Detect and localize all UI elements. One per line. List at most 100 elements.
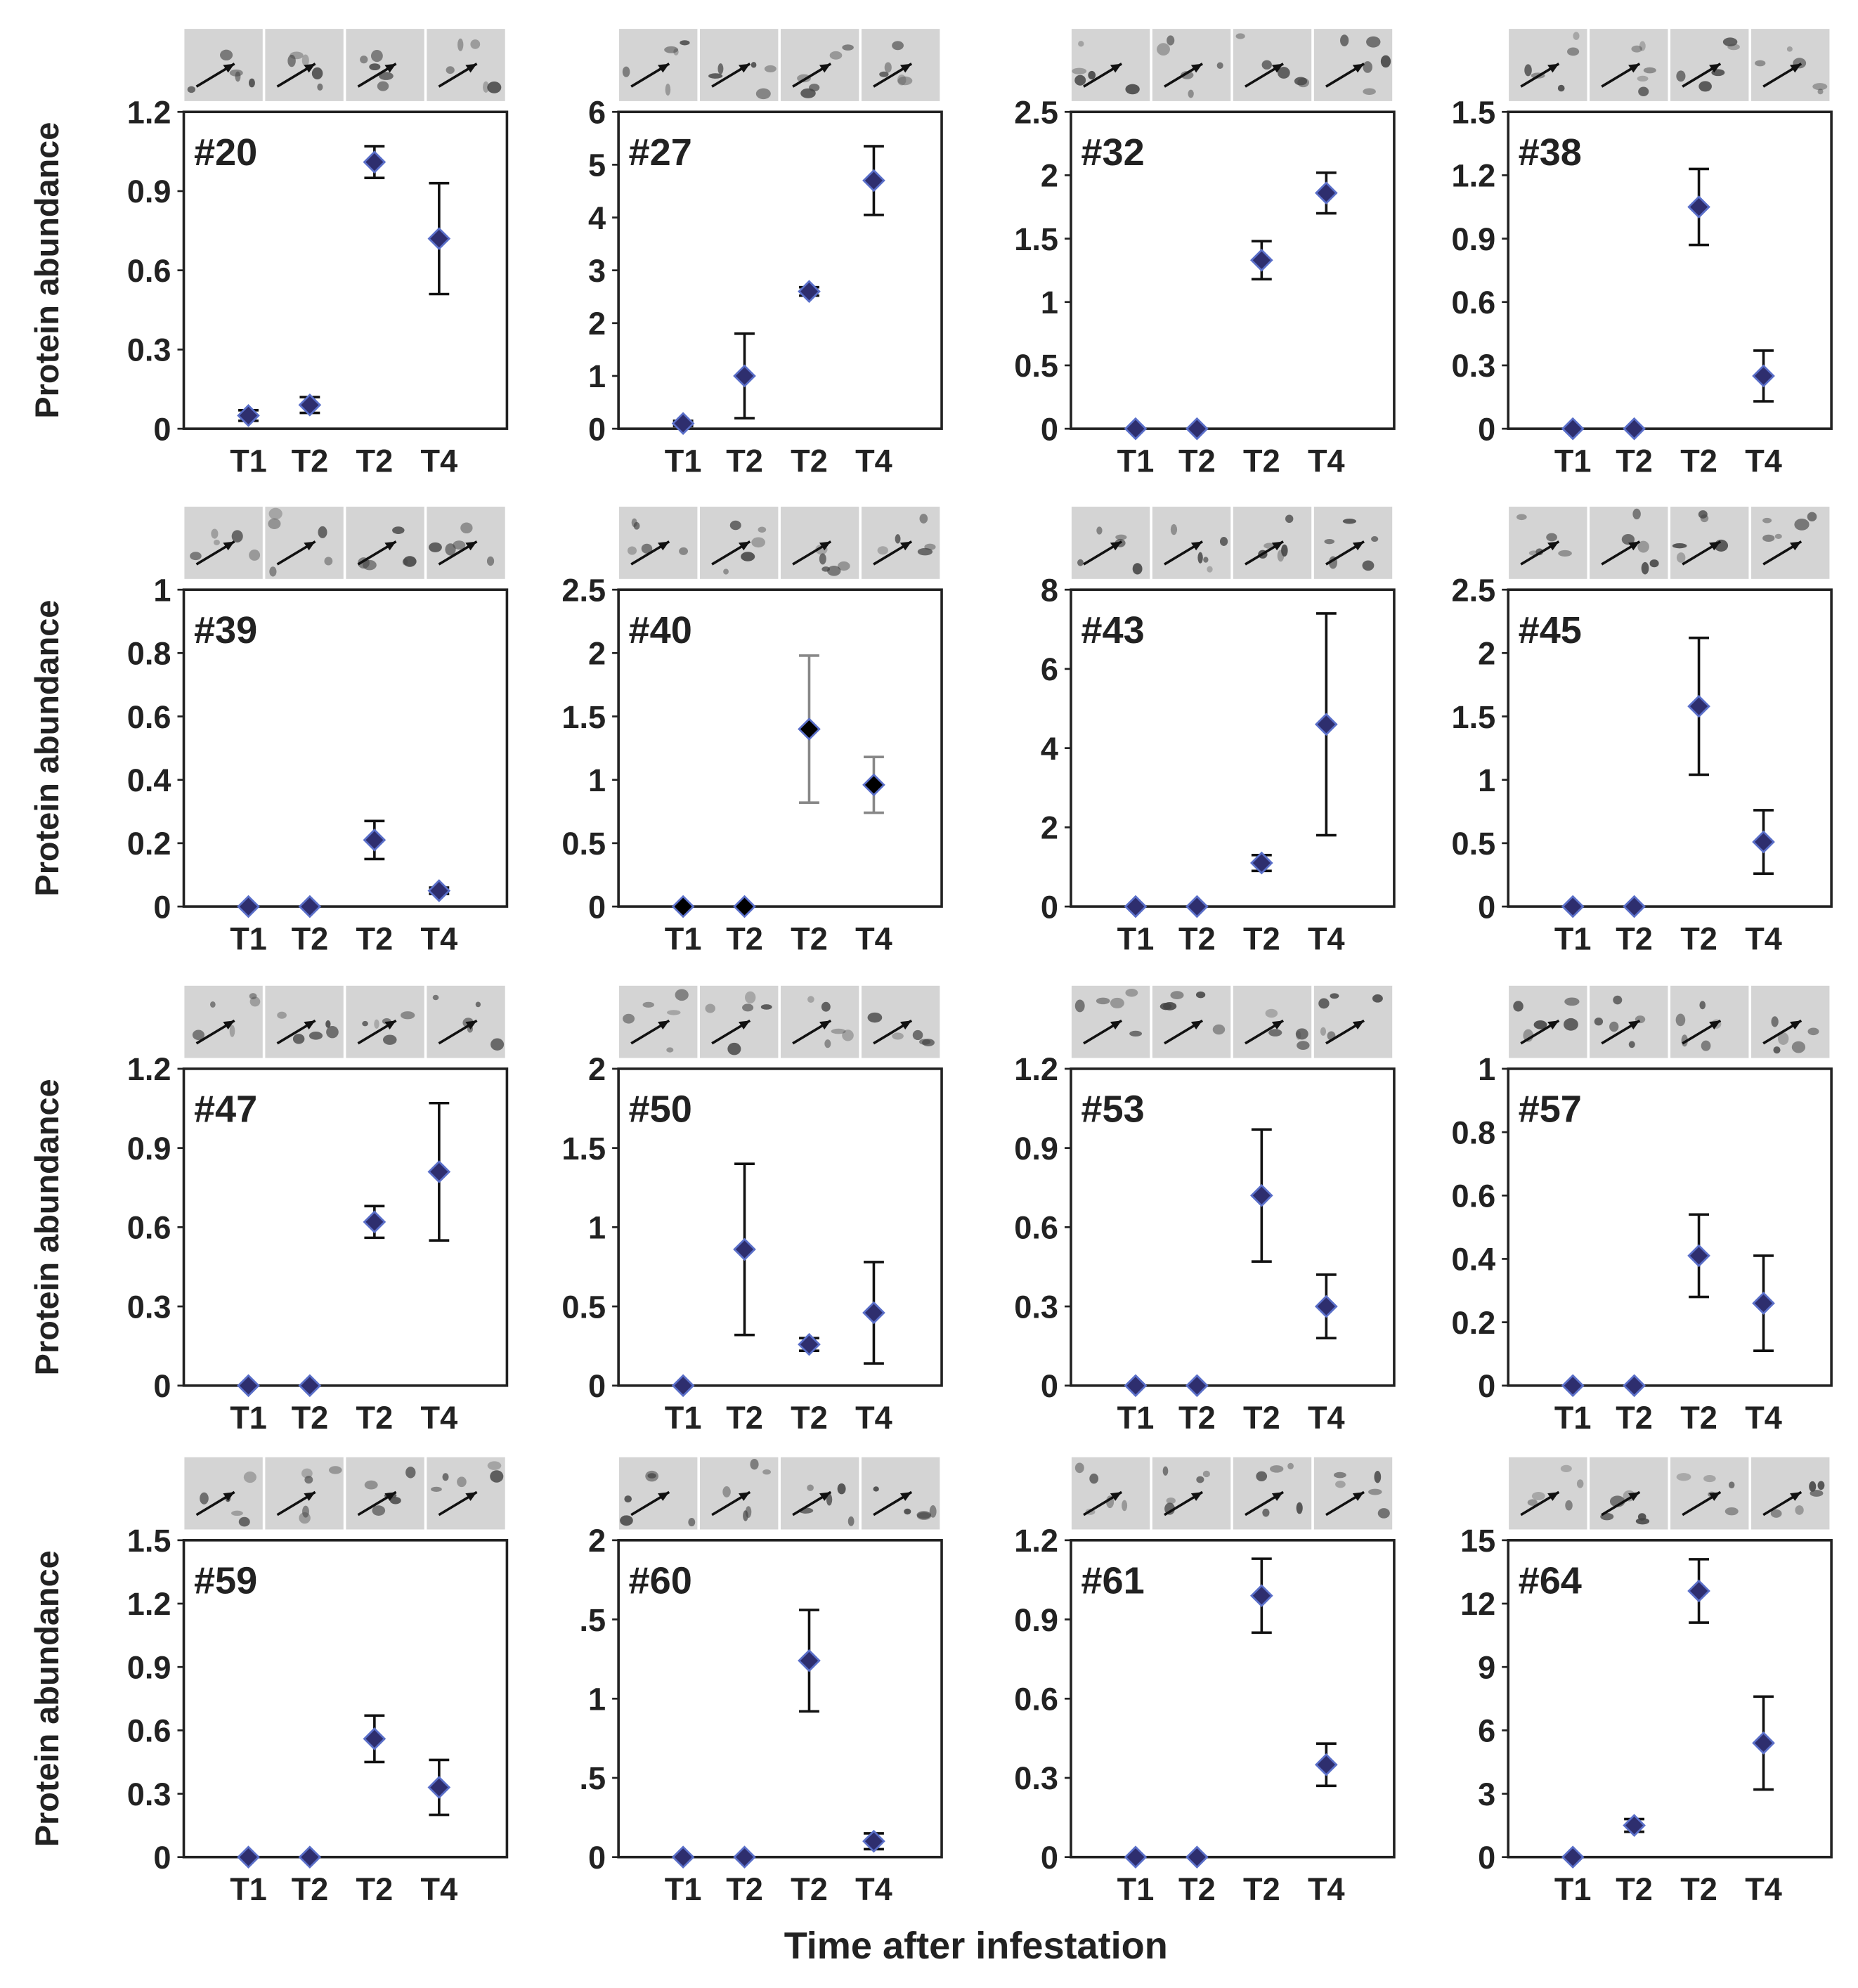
gel-spot (389, 1497, 401, 1505)
gel-spot (1639, 41, 1646, 51)
gel-spot (1698, 510, 1708, 519)
x-tick-label: T2 (1616, 443, 1653, 479)
gel-spot (904, 1508, 911, 1515)
gel-spot (1613, 995, 1623, 1005)
y-tick-label: 2 (588, 1523, 606, 1559)
gel-arrowhead (384, 63, 396, 73)
x-tick-label: T1 (1117, 443, 1155, 479)
x-tick-label: T2 (1616, 1400, 1653, 1436)
x-tick-label: T2 (1243, 443, 1280, 479)
gel-spot (1371, 536, 1379, 542)
gel-spot (620, 1515, 633, 1526)
gel-spot (1374, 1470, 1382, 1483)
y-axis-label: Protein abundance (29, 1550, 65, 1847)
gel-spot (1164, 1502, 1175, 1515)
gel-arrowhead (1628, 1020, 1640, 1029)
x-tick-label: T2 (356, 443, 394, 479)
gel-spot (1377, 1508, 1390, 1519)
data-point (1752, 1292, 1775, 1315)
gel-spot (1524, 64, 1532, 77)
data-point (298, 895, 322, 918)
gel-spot (1698, 81, 1712, 92)
data-point (671, 895, 695, 918)
x-tick-label: T4 (1745, 443, 1782, 479)
chart-title: #45 (1519, 609, 1582, 651)
data-point (298, 1374, 322, 1398)
gel-spot (892, 41, 904, 51)
x-tick-label: T4 (421, 921, 458, 956)
gel-arrowhead (223, 1492, 235, 1501)
gel-spot (723, 569, 729, 575)
plot-frame (617, 588, 943, 908)
gel-spot (1219, 537, 1228, 546)
gel-spot (475, 1001, 481, 1008)
data-point (1623, 895, 1646, 918)
gel-spot (645, 1470, 659, 1482)
y-tick-label: 2 (588, 636, 606, 672)
x-tick-label: T2 (1680, 443, 1717, 479)
y-tick-label: 0.6 (127, 699, 171, 735)
gel-spot (402, 558, 408, 566)
data-point (363, 150, 386, 174)
y-tick-label: 2.5 (1452, 572, 1496, 608)
gel-spot (442, 1473, 449, 1481)
gel-spot (324, 557, 333, 566)
chart-title: #43 (1081, 609, 1144, 651)
gel-arrowhead (739, 63, 751, 73)
x-tick-label: T2 (1243, 921, 1280, 956)
gel-spot (762, 1469, 772, 1475)
gel-spot (1558, 550, 1572, 557)
data-point (1561, 1374, 1585, 1398)
x-tick-label: T2 (726, 1871, 763, 1907)
gel-arrowhead (819, 63, 831, 73)
gel-spot (190, 552, 202, 561)
chart-title: #57 (1519, 1089, 1582, 1131)
gel-spot (751, 537, 766, 548)
gel-spot (187, 86, 196, 93)
gel-arrowhead (1271, 541, 1284, 551)
gel-arrowhead (1709, 1492, 1721, 1501)
gel-spot (745, 991, 756, 1004)
data-point (363, 829, 386, 852)
x-tick-label: T2 (1243, 1871, 1280, 1907)
gel-spot (1235, 33, 1245, 39)
gel-spot (1770, 1509, 1782, 1518)
data-point (798, 717, 821, 741)
gel-spot (360, 56, 368, 64)
chart-title: #50 (629, 1089, 692, 1131)
chart-title: #61 (1081, 1560, 1144, 1602)
data-point (1185, 1374, 1209, 1398)
gel-arrowhead (1352, 63, 1365, 73)
gel-arrowhead (1709, 63, 1721, 73)
y-tick-label: 2 (588, 1051, 606, 1087)
data-point (733, 364, 756, 388)
x-tick-label: T2 (1178, 921, 1216, 956)
gel-spot (1791, 1041, 1806, 1053)
gel-spot (248, 78, 255, 88)
gel-spot (1701, 1040, 1711, 1051)
gel-spot (1773, 1046, 1781, 1054)
gel-arrowhead (1352, 1492, 1365, 1501)
plot-frame (1070, 1067, 1396, 1387)
gel-spot (1122, 1500, 1128, 1512)
gel-spot (627, 546, 637, 555)
x-tick-label: T4 (1745, 1400, 1782, 1436)
gel-spot (1074, 999, 1085, 1013)
gel-spot (1333, 1471, 1346, 1479)
gel-spot (750, 1459, 759, 1470)
x-tick-label: T2 (1616, 1871, 1653, 1907)
x-tick-label: T1 (665, 921, 702, 956)
y-tick-label: 1.5 (561, 699, 606, 735)
y-tick-label: 0.3 (127, 332, 171, 368)
y-tick-label: 0 (588, 411, 606, 447)
x-tick-label: T2 (356, 1871, 394, 1907)
gel-spot (895, 534, 901, 544)
gel-spot (1295, 1028, 1308, 1040)
gel-arrowhead (899, 63, 912, 73)
gel-arrowhead (1547, 1020, 1559, 1029)
gel-spot (758, 526, 767, 533)
y-tick-label: 0.8 (1452, 1115, 1496, 1150)
gel-spot (819, 553, 826, 565)
y-tick-label: 0 (1478, 411, 1495, 447)
gel-spot (1609, 1021, 1619, 1032)
